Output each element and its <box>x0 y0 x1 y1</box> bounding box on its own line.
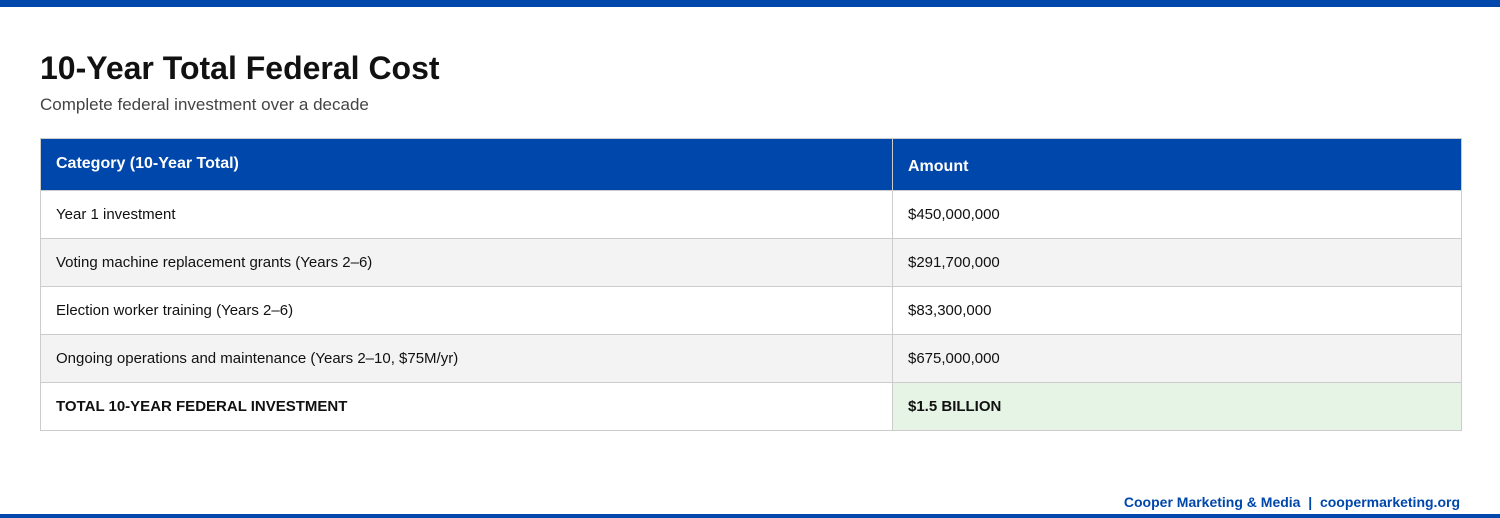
column-header-category: Category (10-Year Total) <box>40 138 893 191</box>
cost-table: Category (10-Year Total) Amount Year 1 i… <box>40 138 1462 431</box>
total-label: TOTAL 10-YEAR FEDERAL INVESTMENT <box>40 382 893 431</box>
total-amount: $1.5 BILLION <box>892 382 1462 431</box>
total-row: TOTAL 10-YEAR FEDERAL INVESTMENT $1.5 BI… <box>40 382 1462 431</box>
table-header-row: Category (10-Year Total) Amount <box>40 138 1462 191</box>
row-category: Year 1 investment <box>40 190 893 239</box>
table-row: Ongoing operations and maintenance (Year… <box>40 334 1462 383</box>
column-header-amount: Amount <box>892 138 1462 191</box>
row-amount: $450,000,000 <box>892 190 1462 239</box>
table-row: Voting machine replacement grants (Years… <box>40 238 1462 287</box>
footer-company: Cooper Marketing & Media <box>1123 494 1301 510</box>
row-category: Voting machine replacement grants (Years… <box>40 238 893 287</box>
page-title: 10-Year Total Federal Cost <box>40 50 440 86</box>
table-row: Year 1 investment $450,000,000 <box>40 190 1462 239</box>
row-category: Ongoing operations and maintenance (Year… <box>40 334 893 383</box>
row-amount: $83,300,000 <box>892 286 1462 335</box>
footer-credit: Cooper Marketing & Media | coopermarketi… <box>1124 494 1460 510</box>
row-amount: $675,000,000 <box>892 334 1462 383</box>
row-amount: $291,700,000 <box>892 238 1462 287</box>
page-subtitle: Complete federal investment over a decad… <box>40 95 369 114</box>
footer-separator: | <box>1308 494 1313 510</box>
row-category: Election worker training (Years 2–6) <box>40 286 893 335</box>
footer-website-link[interactable]: coopermarketing.org <box>1319 494 1460 510</box>
bottom-accent-bar <box>0 514 1500 518</box>
top-accent-bar <box>0 0 1500 7</box>
table-row: Election worker training (Years 2–6) $83… <box>40 286 1462 335</box>
